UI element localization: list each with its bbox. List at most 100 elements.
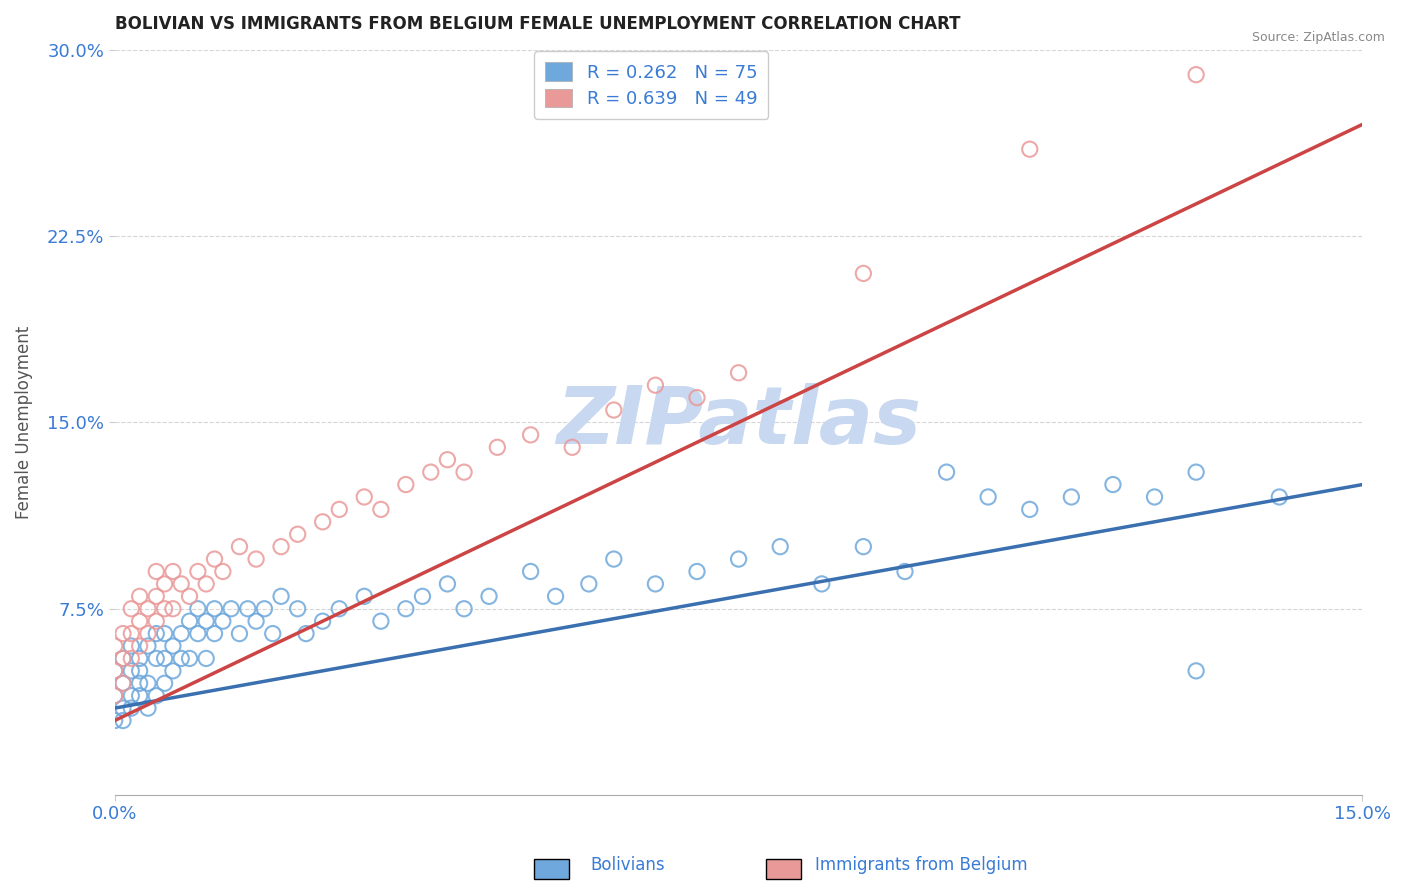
Text: Bolivians: Bolivians [591,856,665,874]
Point [179,590,201,604]
Point [128,614,150,628]
Point [128,590,150,604]
Point [270,540,292,554]
Point [145,626,167,640]
Point [852,540,875,554]
Point [128,651,150,665]
Point [419,465,441,479]
Point [727,552,749,566]
Point [104,664,127,678]
Point [153,601,176,615]
Point [187,601,209,615]
Point [195,577,218,591]
Point [145,614,167,628]
Point [328,502,350,516]
Point [120,626,142,640]
Point [287,527,309,541]
Point [295,626,318,640]
Point [120,601,142,615]
Point [1018,502,1040,516]
Point [436,452,458,467]
Point [204,601,226,615]
Point [935,465,957,479]
Text: BOLIVIAN VS IMMIGRANTS FROM BELGIUM FEMALE UNEMPLOYMENT CORRELATION CHART: BOLIVIAN VS IMMIGRANTS FROM BELGIUM FEMA… [115,15,960,33]
Point [136,601,159,615]
Point [211,565,233,579]
Point [453,465,475,479]
Point [162,565,184,579]
Point [153,651,176,665]
Point [204,626,226,640]
Point [219,601,242,615]
Point [111,714,134,728]
Point [170,626,193,640]
Point [644,577,666,591]
Point [453,601,475,615]
Point [145,689,167,703]
Point [270,590,292,604]
Point [353,590,375,604]
Point [170,577,193,591]
Point [136,626,159,640]
Point [179,614,201,628]
Point [111,651,134,665]
Point [603,403,626,417]
Point [120,689,142,703]
Point [187,626,209,640]
Point [1185,68,1208,82]
Point [136,639,159,653]
Point [145,565,167,579]
Point [195,651,218,665]
Point [153,626,176,640]
Point [370,614,392,628]
Point [436,577,458,591]
Point [478,590,501,604]
Point [644,378,666,392]
Point [120,664,142,678]
Point [519,428,541,442]
Point [578,577,600,591]
Point [111,626,134,640]
Point [128,639,150,653]
Point [253,601,276,615]
Point [810,577,832,591]
Point [228,540,250,554]
Text: Source: ZipAtlas.com: Source: ZipAtlas.com [1251,31,1385,45]
Point [486,440,509,454]
Point [153,676,176,690]
Point [1018,142,1040,156]
Point [311,515,333,529]
Point [353,490,375,504]
Point [170,651,193,665]
Point [136,701,159,715]
Point [111,676,134,690]
Point [686,565,709,579]
Point [153,577,176,591]
Point [195,614,218,628]
Point [1185,664,1208,678]
Point [104,664,127,678]
Point [228,626,250,640]
Point [287,601,309,615]
Point [145,651,167,665]
Point [104,689,127,703]
Point [370,502,392,516]
Point [104,714,127,728]
Y-axis label: Female Unemployment: Female Unemployment [15,326,32,519]
Text: ZIPatlas: ZIPatlas [557,384,921,461]
Point [145,590,167,604]
Point [395,601,418,615]
Point [128,689,150,703]
Point [179,651,201,665]
Point [894,565,917,579]
Point [852,267,875,281]
Point [245,552,267,566]
Point [111,651,134,665]
Point [311,614,333,628]
Point [187,565,209,579]
Point [1143,490,1166,504]
Point [727,366,749,380]
Point [120,701,142,715]
Point [128,664,150,678]
Legend: R = 0.262   N = 75, R = 0.639   N = 49: R = 0.262 N = 75, R = 0.639 N = 49 [534,52,768,119]
